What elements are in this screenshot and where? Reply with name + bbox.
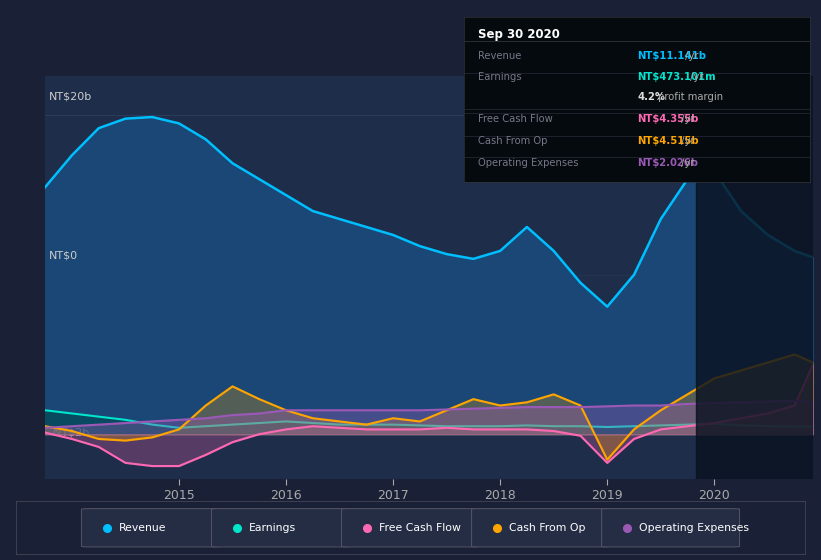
- Text: 4.2%: 4.2%: [637, 92, 665, 102]
- Text: Cash From Op: Cash From Op: [509, 523, 586, 533]
- Text: /yr: /yr: [686, 72, 703, 82]
- Text: Revenue: Revenue: [478, 52, 521, 62]
- Text: Free Cash Flow: Free Cash Flow: [478, 114, 553, 124]
- FancyBboxPatch shape: [212, 508, 350, 547]
- Text: NT$0: NT$0: [49, 250, 78, 260]
- Text: /yr: /yr: [682, 52, 699, 62]
- Text: /yr: /yr: [677, 114, 694, 124]
- Text: NT$20b: NT$20b: [49, 92, 92, 102]
- FancyBboxPatch shape: [602, 508, 740, 547]
- FancyBboxPatch shape: [471, 508, 609, 547]
- Text: -NT$2b: -NT$2b: [49, 427, 89, 437]
- Text: NT$473.101m: NT$473.101m: [637, 72, 716, 82]
- Text: NT$2.026b: NT$2.026b: [637, 158, 698, 168]
- Text: /yr: /yr: [677, 136, 694, 146]
- Text: Operating Expenses: Operating Expenses: [640, 523, 750, 533]
- Bar: [696, 76, 813, 479]
- Text: Sep 30 2020: Sep 30 2020: [478, 27, 560, 40]
- Text: NT$4.355b: NT$4.355b: [637, 114, 699, 124]
- Text: NT$4.515b: NT$4.515b: [637, 136, 699, 146]
- Text: Free Cash Flow: Free Cash Flow: [379, 523, 461, 533]
- Text: /yr: /yr: [677, 158, 694, 168]
- Text: Earnings: Earnings: [250, 523, 296, 533]
- Text: Earnings: Earnings: [478, 72, 521, 82]
- Text: Revenue: Revenue: [119, 523, 167, 533]
- FancyBboxPatch shape: [81, 508, 219, 547]
- Text: NT$11.141b: NT$11.141b: [637, 52, 706, 62]
- Text: Cash From Op: Cash From Op: [478, 136, 547, 146]
- FancyBboxPatch shape: [342, 508, 479, 547]
- Text: Operating Expenses: Operating Expenses: [478, 158, 578, 168]
- Text: profit margin: profit margin: [655, 92, 723, 102]
